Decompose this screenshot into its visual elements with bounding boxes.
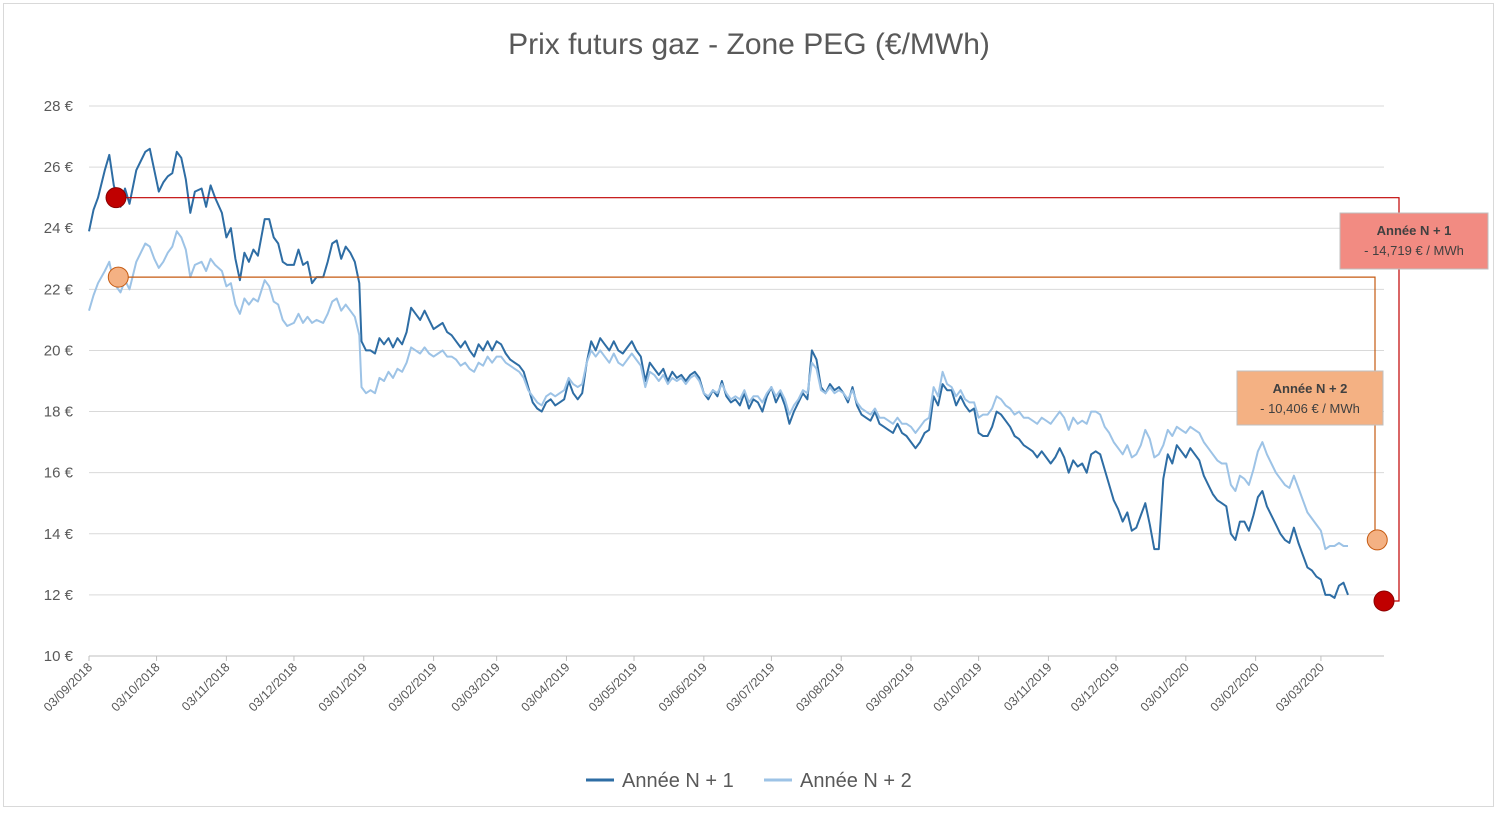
x-tick-label: 03/12/2019 bbox=[1068, 660, 1122, 714]
y-tick-label: 26 € bbox=[44, 159, 74, 176]
legend-label-2: Année N + 2 bbox=[800, 770, 912, 792]
y-tick-label: 18 € bbox=[44, 404, 74, 421]
axes: 10 € 12 € 14 € 16 € 18 € 20 € 22 € 24 € 26 € 28 €… bbox=[41, 98, 1384, 714]
series-lines bbox=[88, 147, 1349, 599]
connector-line-n1 bbox=[116, 197, 1400, 602]
x-tick-label: 03/03/2019 bbox=[449, 660, 503, 714]
series-line-1 bbox=[88, 147, 1349, 599]
x-tick-label: 03/01/2019 bbox=[316, 660, 370, 714]
series-line-2 bbox=[88, 230, 1348, 551]
y-tick-label: 24 € bbox=[44, 220, 74, 237]
y-tick-label: 10 € bbox=[44, 648, 74, 665]
callout-value-n1: - 14,719 € / MWh bbox=[1364, 243, 1464, 258]
callout-title-n1: Année N + 1 bbox=[1377, 223, 1452, 238]
y-tick-label: 12 € bbox=[44, 587, 74, 604]
marker-point-3 bbox=[107, 266, 129, 288]
x-tick-label: 03/06/2019 bbox=[656, 660, 710, 714]
markers bbox=[105, 187, 1395, 612]
marker-point-2 bbox=[1373, 590, 1395, 612]
x-tick-label: 03/09/2018 bbox=[41, 660, 95, 714]
chart-frame: Prix futurs gaz - Zone PEG (€/MWh) 10 €1… bbox=[3, 3, 1494, 807]
x-tick-label: 03/08/2019 bbox=[793, 660, 847, 714]
chart-title: Prix futurs gaz - Zone PEG (€/MWh) bbox=[508, 28, 990, 61]
grid-lines bbox=[89, 105, 1384, 657]
marker-point-4 bbox=[1366, 529, 1388, 551]
callout-title-n2: Année N + 2 bbox=[1273, 381, 1348, 396]
y-tick-label: 28 € bbox=[44, 98, 74, 115]
x-tick-label: 03/10/2019 bbox=[931, 660, 985, 714]
x-tick-label: 03/09/2019 bbox=[863, 660, 917, 714]
callout-value-n2: - 10,406 € / MWh bbox=[1260, 401, 1360, 416]
x-tick-label: 03/11/2018 bbox=[179, 660, 233, 714]
x-tick-label: 03/04/2019 bbox=[518, 660, 572, 714]
y-tick-label: 22 € bbox=[44, 281, 74, 298]
x-tick-label: 03/02/2019 bbox=[386, 660, 440, 714]
y-tick-label: 20 € bbox=[44, 342, 74, 359]
x-tick-label: 03/02/2020 bbox=[1208, 660, 1262, 714]
legend: Année N + 1 Année N + 2 bbox=[586, 770, 912, 792]
x-tick-label: 03/01/2020 bbox=[1138, 660, 1192, 714]
x-tick-label: 03/12/2018 bbox=[246, 660, 300, 714]
y-tick-label: 16 € bbox=[44, 465, 74, 482]
callout-box-n1 bbox=[1339, 212, 1489, 270]
y-tick-label: 14 € bbox=[44, 526, 74, 543]
x-tick-label: 03/11/2019 bbox=[1001, 660, 1055, 714]
x-tick-label: 03/07/2019 bbox=[723, 660, 777, 714]
legend-label-1: Année N + 1 bbox=[622, 770, 734, 792]
x-tick-label: 03/03/2020 bbox=[1273, 660, 1327, 714]
marker-point-1 bbox=[105, 187, 127, 209]
line-chart: Prix futurs gaz - Zone PEG (€/MWh) 10 €1… bbox=[41, 28, 1489, 792]
x-tick-label: 03/10/2018 bbox=[109, 660, 163, 714]
callout-box-n2 bbox=[1236, 370, 1384, 426]
x-tick-label: 03/05/2019 bbox=[586, 660, 640, 714]
annotations: Année N + 1 - 14,719 € / MWh Année N + 2 - … bbox=[116, 197, 1489, 602]
